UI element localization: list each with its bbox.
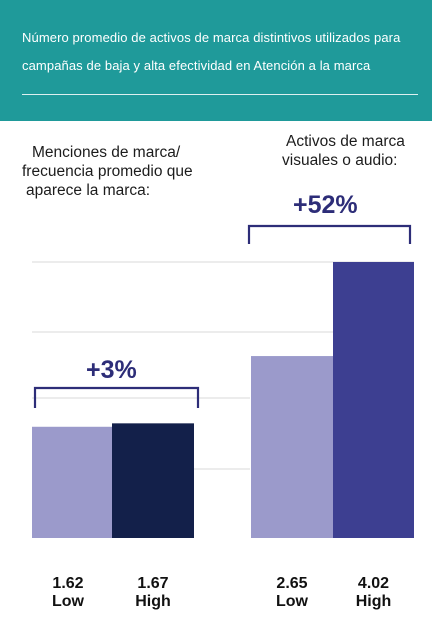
bar-menciones-low xyxy=(32,426,112,538)
bar-menciones-high xyxy=(112,423,194,538)
header-title-line-1: Número promedio de activos de marca dist… xyxy=(22,30,401,45)
left-group-label: Menciones de marca/ frecuencia promedio … xyxy=(22,143,193,200)
left-group-label-line-3: aparece la marca: xyxy=(26,182,151,199)
left-group-label-line-1: Menciones de marca/ xyxy=(32,144,181,161)
bar-category-label: Low xyxy=(276,593,308,610)
bar-label-menciones-low: 1.62 Low xyxy=(33,575,103,611)
right-group-change: +52% xyxy=(293,191,358,219)
bar-category-label: High xyxy=(355,593,392,610)
bar-category-label: High xyxy=(135,593,171,610)
chart-header: Número promedio de activos de marca dist… xyxy=(0,0,432,121)
bar-label-activos-high: 4.02 High xyxy=(339,575,409,611)
bar-label-menciones-high: 1.67 High xyxy=(118,575,188,611)
header-title-line-2: campañas de baja y alta efectividad en A… xyxy=(22,58,371,73)
bar-value-label: 4.02 xyxy=(357,575,390,592)
left-group-change: +3% xyxy=(86,356,137,384)
bar-value-label: 2.65 xyxy=(276,575,308,592)
left-group-bracket xyxy=(33,386,200,408)
bar-value-label: 1.67 xyxy=(137,575,169,592)
bar-label-activos-low: 2.65 Low xyxy=(257,575,327,611)
bar-activos-high xyxy=(333,262,414,538)
right-group-label-line-2: visuales o audio: xyxy=(282,152,398,169)
bar-activos-low xyxy=(251,356,333,538)
right-group-label: Activos de marca visuales o audio: xyxy=(282,132,405,170)
right-group-bracket xyxy=(247,224,412,244)
bar-category-label: Low xyxy=(52,593,84,610)
left-group-label-line-2: frecuencia promedio que xyxy=(22,163,193,180)
header-divider xyxy=(22,94,418,95)
right-group-label-line-1: Activos de marca xyxy=(286,133,405,150)
bar-value-label: 1.62 xyxy=(52,575,84,592)
